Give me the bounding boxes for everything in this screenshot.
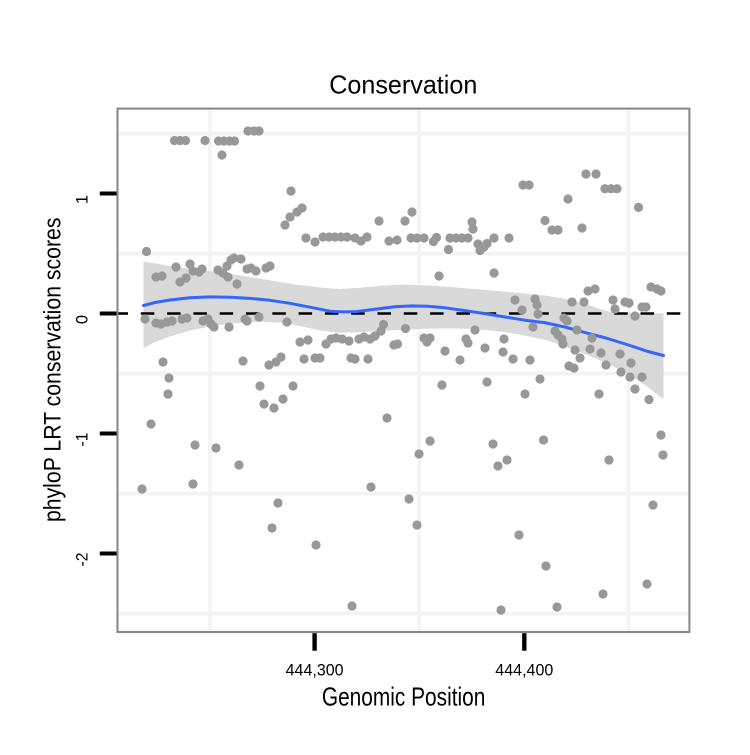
svg-text:0: 0 — [74, 315, 92, 324]
svg-text:Conservation: Conservation — [329, 70, 477, 100]
svg-text:-2: -2 — [74, 553, 92, 567]
svg-text:-1: -1 — [74, 433, 92, 447]
svg-text:444,300: 444,300 — [286, 662, 344, 680]
svg-text:444,400: 444,400 — [495, 662, 553, 680]
svg-text:1: 1 — [74, 195, 92, 204]
svg-text:Genomic Position: Genomic Position — [322, 682, 486, 712]
svg-text:phyloP LRT conservation scores: phyloP LRT conservation scores — [40, 218, 67, 523]
